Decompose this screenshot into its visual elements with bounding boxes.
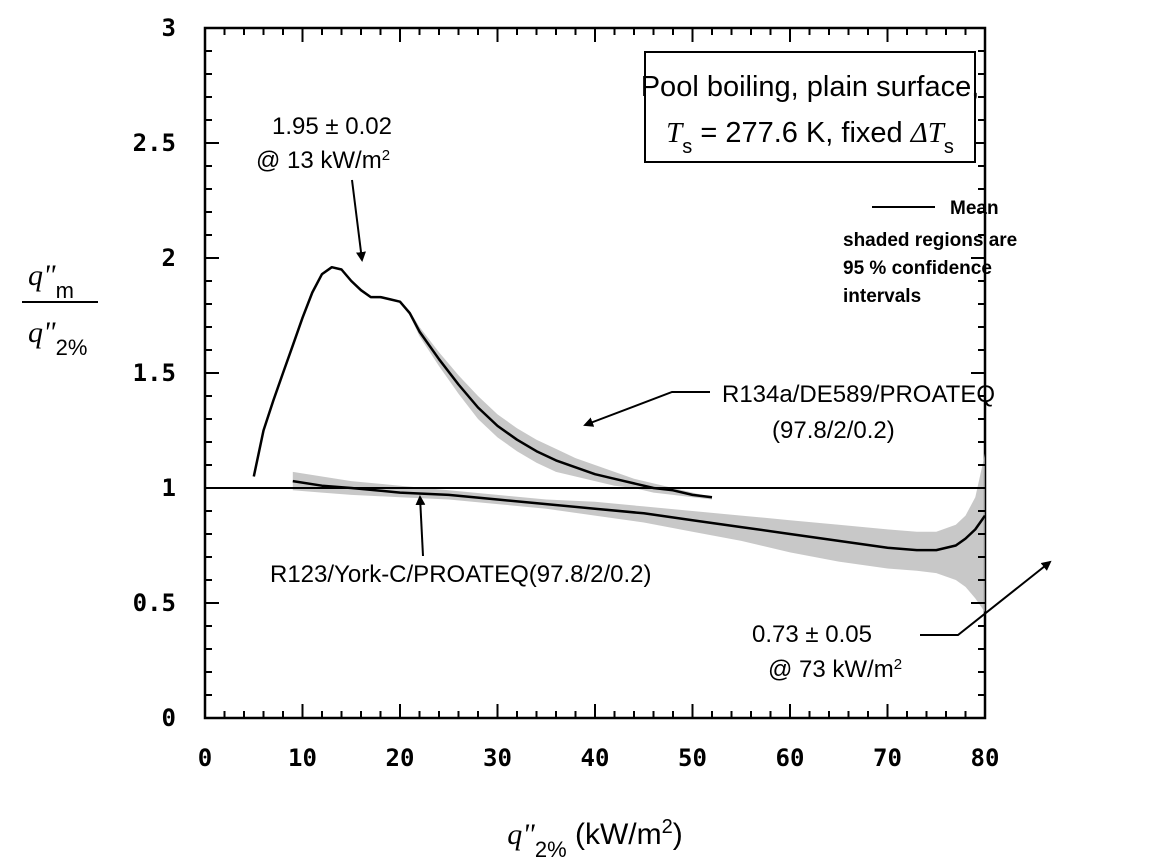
x-tick-label: 50 (678, 744, 707, 772)
legend-note-3: intervals (843, 286, 921, 307)
confidence-bands (253, 267, 985, 613)
y-tick-label: 2 (162, 244, 176, 272)
info-box-line2: Ts = 277.6 K, fixed ΔTs (666, 117, 954, 158)
x-tick-label: 80 (971, 744, 1000, 772)
x-tick-labels: 0 10 20 30 40 50 60 70 80 (198, 744, 1000, 772)
x-tick-label: 30 (483, 744, 512, 772)
r134a-label-line1: R134a/DE589/PROATEQ (722, 381, 995, 408)
y-tick-label: 1.5 (133, 359, 176, 387)
x-axis-label: q"2% (kW/m2) (507, 816, 683, 862)
y-tick-label: 0 (162, 704, 176, 732)
r123-label: R123/York-C/PROATEQ(97.8/2/0.2) (270, 561, 652, 588)
min-arrow (920, 560, 1052, 636)
y-tick-label: 2.5 (133, 129, 176, 157)
r134a-label-line2: (97.8/2/0.2) (772, 417, 895, 444)
confidence-band-1 (253, 267, 713, 500)
x-tick-label: 20 (386, 744, 415, 772)
min-annotation-line2: @ 73 kW/m2 (768, 656, 902, 684)
legend-note-1: shaded regions are (843, 230, 1017, 251)
peak-arrow (351, 179, 366, 262)
series-layer (252, 265, 987, 552)
x-tick-label: 40 (581, 744, 610, 772)
y-label-denominator: q"2% (28, 316, 87, 360)
x-tick-label: 70 (873, 744, 902, 772)
info-box (644, 51, 976, 163)
peak-annotation-line2: @ 13 kW/m2 (256, 147, 390, 175)
peak-annotation-line1: 1.95 ± 0.02 (272, 113, 392, 140)
y-tick-label: 3 (162, 14, 176, 42)
x-tick-label: 60 (776, 744, 805, 772)
y-tick-label: 0.5 (133, 589, 176, 617)
axis-ticks (204, 27, 986, 719)
y-axis-label: q"m q"2% (22, 259, 98, 360)
r134a-arrow (583, 391, 710, 427)
legend-mean-label: Mean (950, 198, 999, 219)
x-tick-label: 0 (198, 744, 212, 772)
y-label-numerator: q"m (28, 259, 74, 303)
y-tick-labels: 0 0.5 1 1.5 2 2.5 3 (133, 14, 176, 732)
x-tick-label: 10 (288, 744, 317, 772)
info-box-line1: Pool boiling, plain surface, (641, 71, 980, 103)
r123-arrow (415, 495, 426, 557)
series-line-2 (292, 479, 987, 552)
y-tick-label: 1 (162, 474, 176, 502)
confidence-band-2 (292, 453, 985, 613)
min-annotation-line1: 0.73 ± 0.05 (752, 621, 872, 648)
series-line-1 (252, 265, 713, 499)
legend-note-2: 95 % confidence (843, 258, 992, 279)
